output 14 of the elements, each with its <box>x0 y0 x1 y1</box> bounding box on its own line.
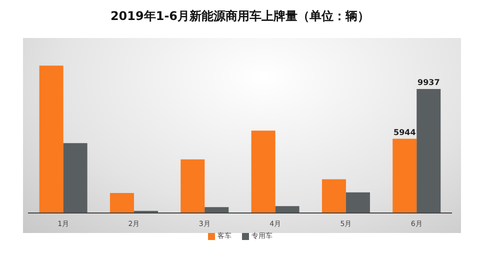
bar <box>110 193 134 213</box>
data-label: 5944 <box>394 128 416 137</box>
bar <box>416 88 441 213</box>
bar <box>346 192 370 213</box>
data-label: 9937 <box>418 78 440 87</box>
bar <box>63 143 88 213</box>
bar <box>275 206 300 213</box>
bar <box>204 207 229 213</box>
bar <box>322 179 346 213</box>
bar <box>39 66 64 213</box>
chart-title: 2019年1-6月新能源商用车上牌量（单位：辆） <box>109 8 371 25</box>
bar <box>180 159 205 213</box>
bar <box>392 138 417 213</box>
bar <box>251 130 276 213</box>
